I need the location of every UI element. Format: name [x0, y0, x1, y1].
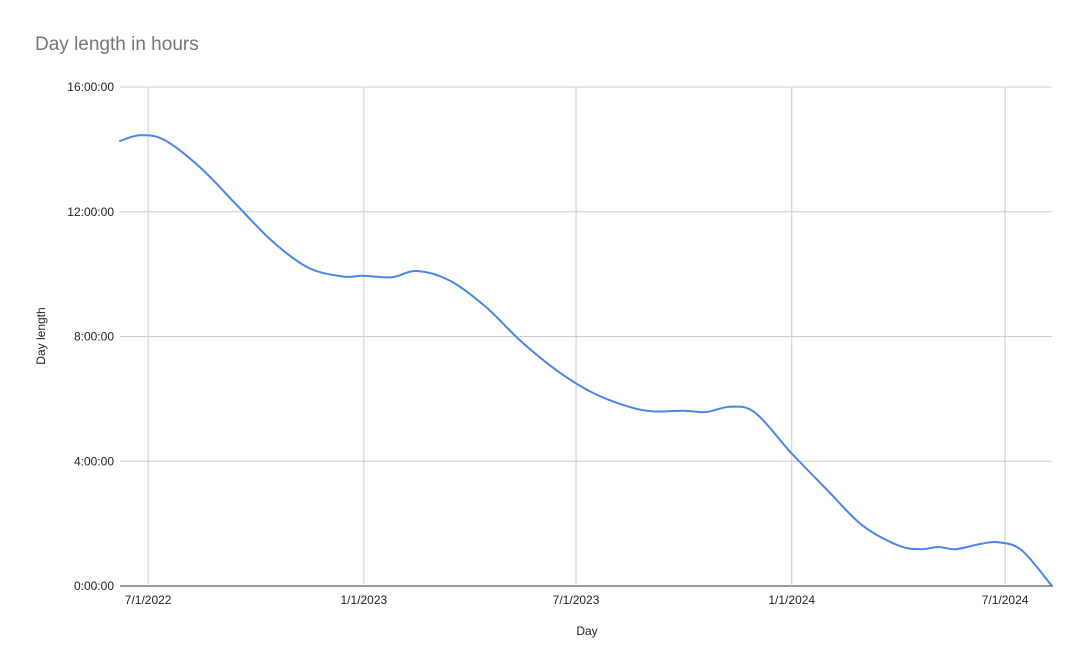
- x-tick-label: 1/1/2024: [768, 593, 815, 607]
- x-tick-label: 7/1/2024: [982, 593, 1029, 607]
- y-tick-label: 12:00:00: [67, 205, 114, 219]
- x-axis-title: Day: [576, 624, 597, 638]
- y-tick-labels: 0:00:00 4:00:00 8:00:00 12:00:00 16:00:00: [67, 80, 114, 593]
- series-line: [119, 134, 1053, 587]
- x-tick-label: 1/1/2023: [340, 593, 387, 607]
- x-tick-label: 7/1/2023: [553, 593, 600, 607]
- grid-layer: [120, 86, 1052, 587]
- y-tick-label: 4:00:00: [74, 454, 114, 468]
- y-tick-label: 8:00:00: [74, 330, 114, 344]
- y-tick-label: 16:00:00: [67, 80, 114, 94]
- series-layer: [119, 134, 1053, 587]
- x-tick-labels: 7/1/2022 1/1/2023 7/1/2023 1/1/2024 7/1/2024: [125, 593, 1029, 607]
- y-tick-label: 0:00:00: [74, 579, 114, 593]
- x-tick-label: 7/1/2022: [125, 593, 172, 607]
- y-axis-title: Day length: [34, 307, 48, 364]
- chart-title: Day length in hours: [35, 34, 199, 55]
